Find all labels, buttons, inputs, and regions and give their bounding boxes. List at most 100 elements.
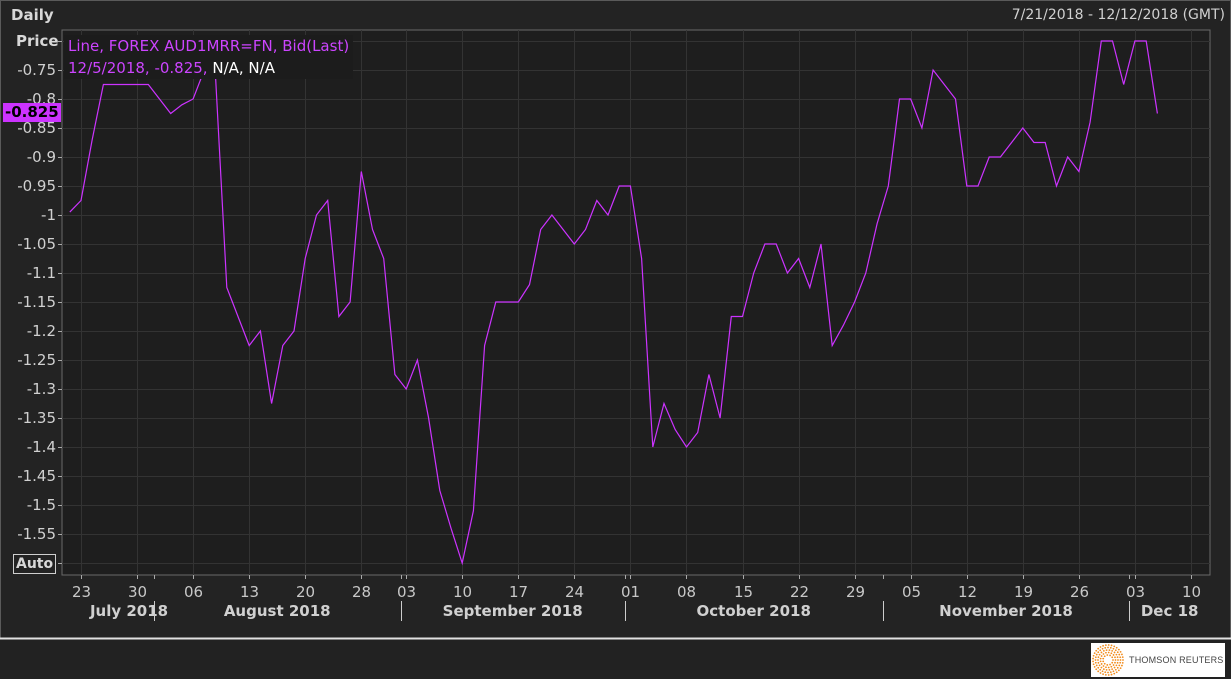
logo-dot [1118, 653, 1121, 656]
logo-dot [1101, 670, 1104, 673]
y-tick-label: -1.4 [27, 438, 56, 456]
y-tick-label: -0.9 [27, 148, 56, 166]
y-tick-label: -1.1 [27, 264, 56, 282]
legend: Line, FOREX AUD1MRR=FN, Bid(Last) 12/5/2… [64, 35, 354, 79]
logo-dot [1097, 647, 1100, 650]
interval-title: Daily [11, 6, 54, 24]
logo-dot [1097, 651, 1100, 654]
x-tick-label: 22 [790, 583, 809, 601]
logo-dot [1112, 664, 1115, 666]
logo-dot [1102, 668, 1105, 670]
logo-dot [1092, 654, 1095, 657]
logo-dot [1099, 672, 1102, 674]
x-tick-label: 10 [1182, 583, 1201, 601]
logo-dot [1121, 656, 1124, 659]
logo-dot [1092, 657, 1094, 660]
logo-dot [1113, 645, 1116, 648]
x-tick-label: 19 [1014, 583, 1033, 601]
logo-dot [1112, 654, 1115, 656]
logo-dot [1105, 668, 1108, 671]
logo-dot [1108, 668, 1111, 671]
logo-dot [1109, 654, 1111, 657]
logo-dot [1095, 649, 1098, 652]
month-label: July 2018 [89, 602, 168, 620]
y-tick-label: -1.45 [17, 467, 56, 485]
logo-dot [1102, 644, 1104, 647]
logo-dot [1115, 653, 1118, 656]
logo-dot [1094, 661, 1097, 664]
legend-readout: 12/5/2018, -0.825, [68, 59, 208, 77]
logo-dot [1113, 651, 1116, 654]
x-tick-label: 17 [509, 583, 528, 601]
x-tick-label: 24 [565, 583, 584, 601]
logo-dot [1092, 663, 1095, 666]
logo-dot [1105, 651, 1107, 654]
logo-dot [1108, 649, 1111, 652]
reuters-dots-icon [1092, 644, 1124, 676]
logo-dot [1116, 651, 1119, 654]
logo-dot [1097, 670, 1100, 673]
logo-dot [1093, 665, 1096, 668]
logo-dot [1104, 673, 1107, 676]
logo-dot [1098, 664, 1101, 667]
x-tick-label: 05 [902, 583, 921, 601]
logo-dot [1112, 647, 1115, 650]
logo-dot [1095, 664, 1098, 667]
logo-dot [1106, 654, 1109, 656]
x-tick-label: 06 [184, 583, 203, 601]
logo-dot [1107, 651, 1110, 654]
logo-dot [1104, 671, 1107, 674]
x-tick-label: 20 [296, 583, 315, 601]
x-tick-label: 08 [677, 583, 696, 601]
logo-dot [1102, 650, 1105, 652]
logo-dot [1104, 644, 1107, 647]
auto-scale-button[interactable]: Auto [13, 554, 57, 574]
logo-dot [1112, 670, 1115, 673]
y-tick-label: -1.35 [17, 409, 56, 427]
logo-dot [1114, 656, 1116, 659]
y-tick-label: -0.75 [17, 61, 56, 79]
x-tick-label: 28 [352, 583, 371, 601]
x-tick-label: 10 [453, 583, 472, 601]
y-tick-label: -1.25 [17, 351, 56, 369]
logo-dot [1116, 661, 1119, 664]
series-group [69, 40, 1158, 566]
logo-dot [1119, 650, 1122, 653]
logo-dot [1116, 666, 1119, 669]
logo-dot [1117, 669, 1120, 672]
logo-dot [1100, 663, 1103, 665]
logo-dot [1105, 666, 1107, 669]
logo-dot [1101, 647, 1104, 650]
logo-dot [1100, 655, 1103, 657]
logo-dot [1103, 662, 1106, 665]
price-chart[interactable]: -0.75-0.8-0.85-0.9-0.95-1-1.05-1.1-1.15-… [0, 0, 1231, 640]
logo-dot [1097, 659, 1099, 661]
logo-dot [1094, 656, 1097, 659]
logo-dot [1116, 656, 1119, 659]
logo-dot [1114, 659, 1117, 661]
y-tick-label: -1 [41, 206, 56, 224]
current-value-marker: -0.825 [3, 103, 61, 122]
legend-readout-na: N/A, N/A [212, 59, 275, 77]
logo-dot [1093, 652, 1096, 655]
x-tick-label: 23 [72, 583, 91, 601]
y-tick-label: -1.3 [27, 380, 56, 398]
month-label: Dec 18 [1141, 602, 1199, 620]
y-tick-label: -1.05 [17, 235, 56, 253]
logo-dot [1113, 666, 1116, 669]
logo-dot [1112, 659, 1114, 661]
logo-dot [1099, 660, 1102, 663]
logo-dot [1095, 668, 1098, 671]
logo-dot [1105, 649, 1108, 652]
logo-dot [1099, 657, 1102, 660]
logo-dot [1119, 659, 1122, 661]
y-tick-label: -1.2 [27, 322, 56, 340]
logo-dot [1122, 659, 1124, 661]
logo-dot [1106, 664, 1109, 666]
grid [62, 30, 1210, 575]
logo-dot [1109, 663, 1111, 666]
logo-dot [1097, 661, 1100, 664]
logo-dot [1092, 660, 1094, 663]
logo-dot [1110, 673, 1113, 676]
x-tick-label: 03 [397, 583, 416, 601]
